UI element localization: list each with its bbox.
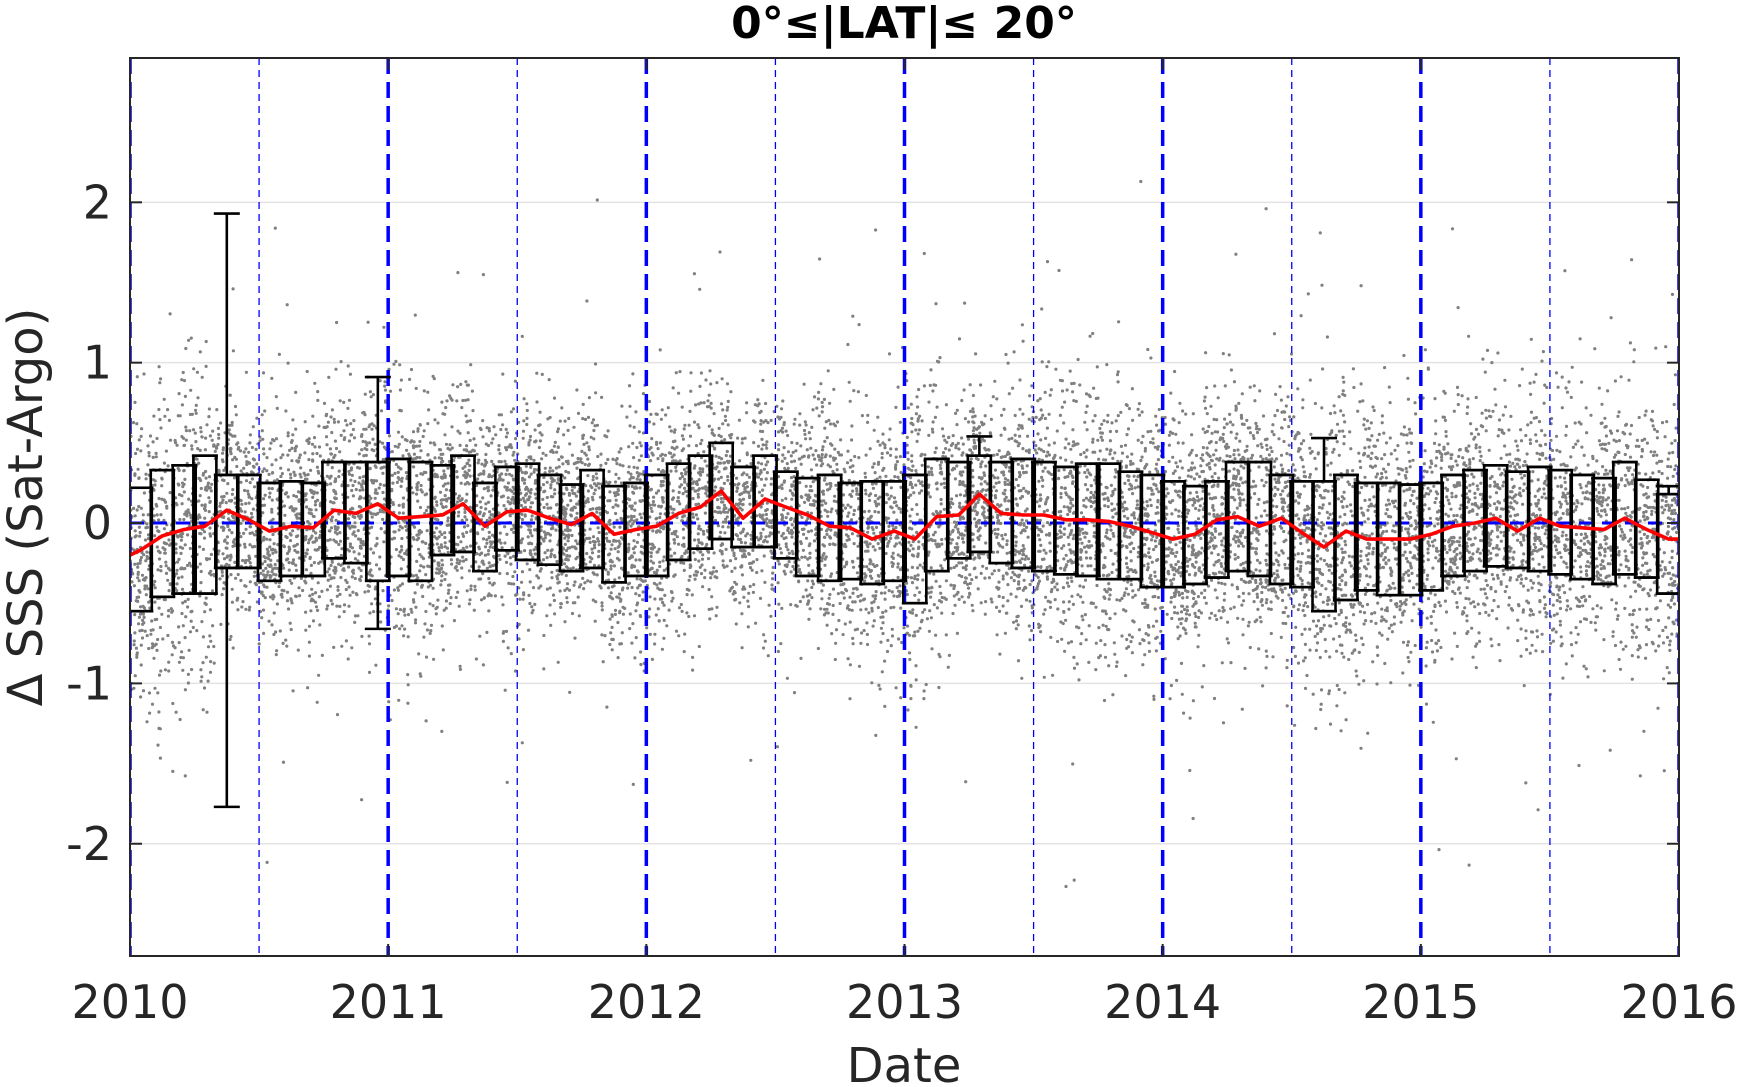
chart-title: 0°≤|LAT|≤ 20° [731, 0, 1077, 49]
y-tick-label: -2 [66, 817, 112, 871]
monthly-box [1526, 465, 1553, 573]
monthly-box [1268, 473, 1295, 586]
x-tick-labels: 2010 2011 2012 2013 2014 2015 2016 [71, 975, 1737, 1029]
monthly-box [1591, 476, 1618, 586]
monthly-box [213, 212, 240, 809]
monthly-box [1655, 484, 1679, 595]
axis-ticks [129, 58, 1680, 956]
y-tick-label: 1 [83, 336, 112, 390]
x-tick-label: 2011 [330, 975, 447, 1029]
y-tick-label: -1 [66, 656, 112, 710]
reference-lines [130, 58, 1679, 956]
monthly-box [364, 375, 391, 631]
x-tick-label: 2016 [1620, 975, 1737, 1029]
x-tick-label: 2010 [71, 975, 188, 1029]
y-tick-label: 2 [83, 175, 112, 229]
x-axis-label: Date [847, 1038, 962, 1087]
x-tick-label: 2014 [1104, 975, 1221, 1029]
x-tick-label: 2015 [1362, 975, 1479, 1029]
x-tick-label: 2013 [846, 975, 963, 1029]
y-axis-label: Δ SSS (Sat-Argo) [0, 308, 54, 707]
x-tick-label: 2012 [588, 975, 705, 1029]
mean-line [130, 489, 1679, 557]
y-tick-labels: -2 -1 0 1 2 [66, 175, 112, 870]
monthly-mean-line [130, 489, 1679, 557]
y-tick-label: 0 [83, 496, 112, 550]
